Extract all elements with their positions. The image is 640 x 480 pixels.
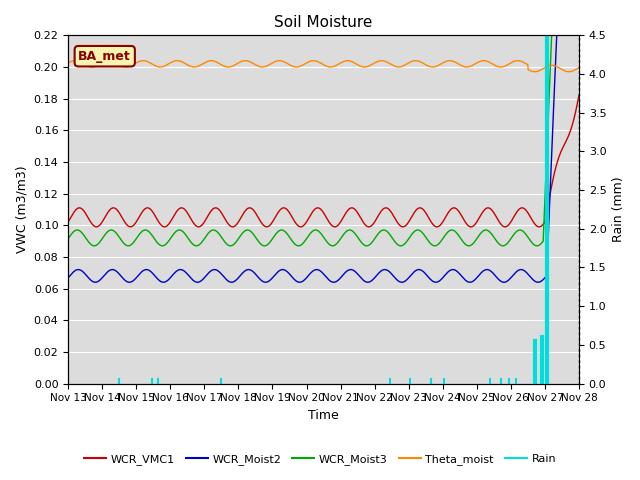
Theta_moist (300, 62, 307, 68)
Theta_moist (467, 63, 474, 69)
Line: Theta_moist: Theta_moist (68, 60, 579, 72)
WCR_VMC1 (313, 205, 321, 211)
Y-axis label: VWC (m3/m3): VWC (m3/m3) (15, 166, 28, 253)
WCR_Moist3 (467, 242, 474, 248)
WCR_VMC1 (299, 223, 307, 229)
WCR_Moist2 (432, 279, 440, 285)
WCR_Moist2 (90, 279, 98, 285)
Line: WCR_Moist2: WCR_Moist2 (68, 0, 579, 282)
Theta_moist (207, 58, 215, 63)
Y-axis label: Rain (mm): Rain (mm) (612, 177, 625, 242)
Line: WCR_VMC1: WCR_VMC1 (68, 95, 579, 227)
X-axis label: Time: Time (308, 409, 339, 422)
WCR_VMC1 (561, 142, 568, 147)
WCR_Moist3 (299, 240, 307, 246)
WCR_Moist3 (465, 243, 473, 249)
Theta_moist (90, 64, 98, 70)
WCR_Moist2 (467, 279, 474, 285)
WCR_Moist3 (64, 236, 72, 241)
WCR_VMC1 (575, 92, 583, 98)
Theta_moist (531, 69, 539, 74)
Theta_moist (561, 68, 568, 74)
WCR_VMC1 (64, 219, 72, 225)
WCR_Moist3 (90, 243, 98, 249)
WCR_Moist2 (313, 267, 321, 273)
WCR_VMC1 (90, 223, 98, 229)
WCR_VMC1 (535, 224, 543, 230)
WCR_VMC1 (467, 224, 474, 229)
Line: WCR_Moist3: WCR_Moist3 (68, 0, 579, 246)
Legend: WCR_VMC1, WCR_Moist2, WCR_Moist3, Theta_moist, Rain: WCR_VMC1, WCR_Moist2, WCR_Moist3, Theta_… (79, 450, 561, 469)
Theta_moist (561, 68, 568, 73)
Theta_moist (313, 59, 321, 64)
WCR_Moist2 (64, 275, 72, 281)
WCR_VMC1 (560, 142, 568, 148)
Theta_moist (64, 60, 72, 66)
Title: Soil Moisture: Soil Moisture (275, 15, 372, 30)
WCR_Moist3 (313, 227, 321, 233)
Text: BA_met: BA_met (78, 50, 131, 63)
Theta_moist (575, 65, 583, 71)
WCR_Moist2 (299, 278, 307, 284)
